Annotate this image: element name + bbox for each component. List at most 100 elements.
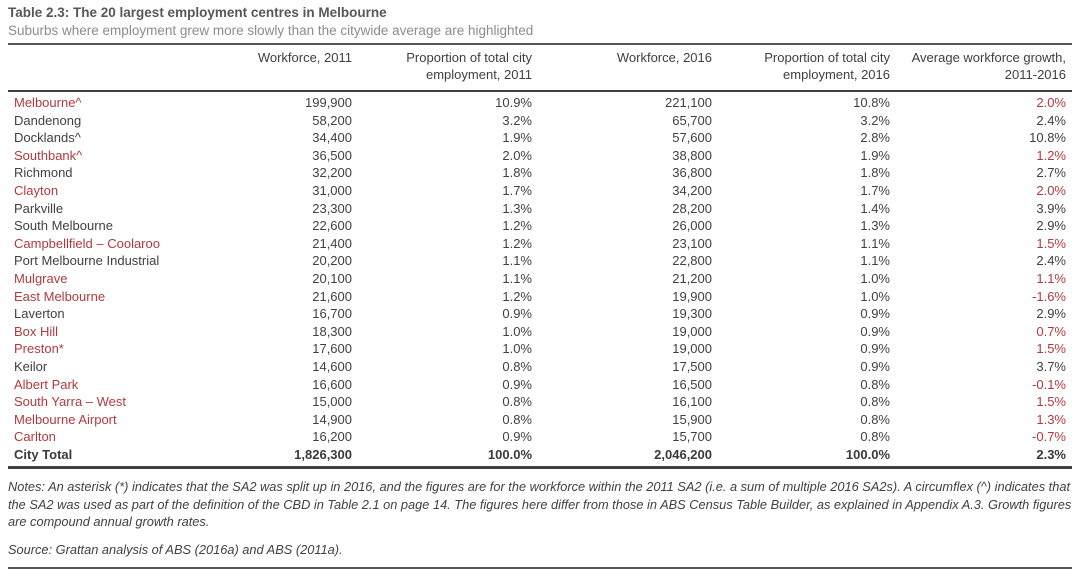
workforce-2016-value: 22,800 (672, 253, 712, 269)
workforce-2016-value: 19,300 (672, 306, 712, 322)
workforce-2011-value: 16,200 (312, 429, 352, 445)
proportion-2011-value: 10.9% (495, 95, 532, 110)
table-row: Carlton 16,200 0.9% 15,700 0.8% -0.7% (8, 428, 1072, 446)
table-row: Docklands^ 34,400 1.9% 57,600 2.8% 10.8% (8, 129, 1072, 147)
proportion-2011-value: 0.9% (502, 376, 532, 392)
suburb-name: Keilor (14, 358, 48, 374)
suburb-name: Preston* (14, 341, 64, 357)
header-workforce-2016: Workforce, 2016 (616, 50, 712, 65)
table-body: Melbourne^ 199,900 10.9% 221,100 10.8% 2… (8, 92, 1072, 466)
proportion-2011-value: 0.8% (502, 411, 532, 427)
proportion-2011-value: 0.9% (502, 429, 532, 445)
proportion-2011-value: 1.7% (502, 182, 532, 198)
workforce-2016-value: 17,500 (672, 358, 712, 374)
proportion-2011-value: 1.0% (502, 341, 532, 357)
header-workforce-2011: Workforce, 2011 (257, 50, 352, 65)
table-row: Dandenong 58,200 3.2% 65,700 3.2% 2.4% (8, 112, 1072, 130)
workforce-2016-value: 19,900 (672, 288, 712, 304)
proportion-2016-value: 0.8% (860, 411, 890, 427)
workforce-2016-value: 2,046,200 (654, 446, 712, 462)
growth-value: 2.0% (1036, 182, 1066, 198)
proportion-2016-value: 1.9% (860, 147, 890, 163)
proportion-2011-value: 0.8% (502, 394, 532, 410)
proportion-2016-value: 0.8% (860, 376, 890, 392)
growth-value: 2.4% (1036, 253, 1066, 269)
growth-value: -0.7% (1032, 429, 1066, 445)
workforce-2011-value: 23,300 (312, 200, 352, 216)
proportion-2011-value: 1.2% (502, 218, 532, 234)
workforce-2011-value: 14,900 (312, 411, 352, 427)
proportion-2011-value: 2.0% (502, 147, 532, 163)
growth-value: 10.8% (1029, 130, 1066, 146)
proportion-2011-value: 0.8% (502, 358, 532, 374)
proportion-2011-value: 1.1% (502, 270, 532, 286)
header-proportion-2011: Proportion of total city employment, 201… (406, 50, 532, 82)
suburb-name: Mulgrave (14, 270, 68, 286)
workforce-2011-value: 22,600 (312, 218, 352, 234)
suburb-name: Docklands^ (14, 130, 81, 146)
table-title: Table 2.3: The 20 largest employment cen… (8, 5, 387, 20)
proportion-2011-value: 1.0% (502, 323, 532, 339)
growth-value: 2.7% (1036, 165, 1066, 181)
proportion-2016-value: 2.8% (860, 130, 890, 146)
workforce-2011-value: 1,826,300 (294, 446, 352, 462)
header-proportion-2016: Proportion of total city employment, 201… (764, 50, 890, 82)
workforce-2011-value: 20,100 (312, 270, 352, 286)
suburb-name: Dandenong (14, 112, 82, 128)
proportion-2016-value: 1.8% (860, 165, 890, 181)
table-row: Clayton 31,000 1.7% 34,200 1.7% 2.0% (8, 182, 1072, 200)
suburb-name: Melbourne Airport (14, 411, 117, 427)
workforce-2011-value: 199,900 (305, 95, 352, 110)
workforce-2016-value: 34,200 (672, 182, 712, 198)
suburb-name: Richmond (14, 165, 73, 181)
proportion-2016-value: 0.9% (860, 358, 890, 374)
table-row: Melbourne^ 199,900 10.9% 221,100 10.8% 2… (8, 94, 1072, 112)
table-row: Mulgrave 20,100 1.1% 21,200 1.0% 1.1% (8, 270, 1072, 288)
workforce-2016-value: 26,000 (672, 218, 712, 234)
workforce-2011-value: 16,600 (312, 376, 352, 392)
workforce-2011-value: 58,200 (312, 112, 352, 128)
proportion-2016-value: 3.2% (860, 112, 890, 128)
growth-value: 1.1% (1036, 270, 1066, 286)
workforce-2016-value: 38,800 (672, 147, 712, 163)
suburb-name: East Melbourne (14, 288, 106, 304)
suburb-name: Melbourne^ (14, 95, 82, 110)
growth-value: 3.7% (1036, 358, 1066, 374)
workforce-2016-value: 16,100 (672, 394, 712, 410)
proportion-2011-value: 1.2% (502, 288, 532, 304)
table-subtitle: Suburbs where employment grew more slowl… (8, 23, 534, 38)
growth-value: 2.3% (1036, 446, 1066, 462)
workforce-2016-value: 36,800 (672, 165, 712, 181)
proportion-2016-value: 0.8% (860, 394, 890, 410)
suburb-name: South Melbourne (14, 218, 114, 234)
table-row: Melbourne Airport 14,900 0.8% 15,900 0.8… (8, 411, 1072, 429)
growth-value: 3.9% (1036, 200, 1066, 216)
proportion-2011-value: 3.2% (502, 112, 532, 128)
growth-value: -0.1% (1032, 376, 1066, 392)
proportion-2011-value: 1.9% (502, 130, 532, 146)
proportion-2016-value: 0.8% (860, 429, 890, 445)
workforce-2016-value: 19,000 (672, 341, 712, 357)
header-rule (8, 90, 1072, 92)
suburb-name: Laverton (14, 306, 65, 322)
proportion-2016-value: 1.4% (860, 200, 890, 216)
proportion-2011-value: 1.1% (502, 253, 532, 269)
top-rule (8, 43, 1072, 45)
header-growth: Average workforce growth, 2011-2016 (911, 50, 1066, 82)
workforce-2011-value: 20,200 (312, 253, 352, 269)
workforce-2016-value: 65,700 (672, 112, 712, 128)
workforce-2011-value: 21,600 (312, 288, 352, 304)
suburb-name: Southbank^ (14, 147, 83, 163)
workforce-2011-value: 14,600 (312, 358, 352, 374)
table-row: Richmond 32,200 1.8% 36,800 1.8% 2.7% (8, 164, 1072, 182)
proportion-2011-value: 100.0% (487, 446, 532, 462)
growth-value: 2.4% (1036, 112, 1066, 128)
proportion-2011-value: 1.8% (502, 165, 532, 181)
workforce-2011-value: 15,000 (312, 394, 352, 410)
suburb-name: Port Melbourne Industrial (14, 253, 160, 269)
suburb-name: Carlton (14, 429, 56, 445)
growth-value: 1.2% (1036, 147, 1066, 163)
growth-value: 0.7% (1036, 323, 1066, 339)
growth-value: 1.5% (1036, 235, 1066, 251)
